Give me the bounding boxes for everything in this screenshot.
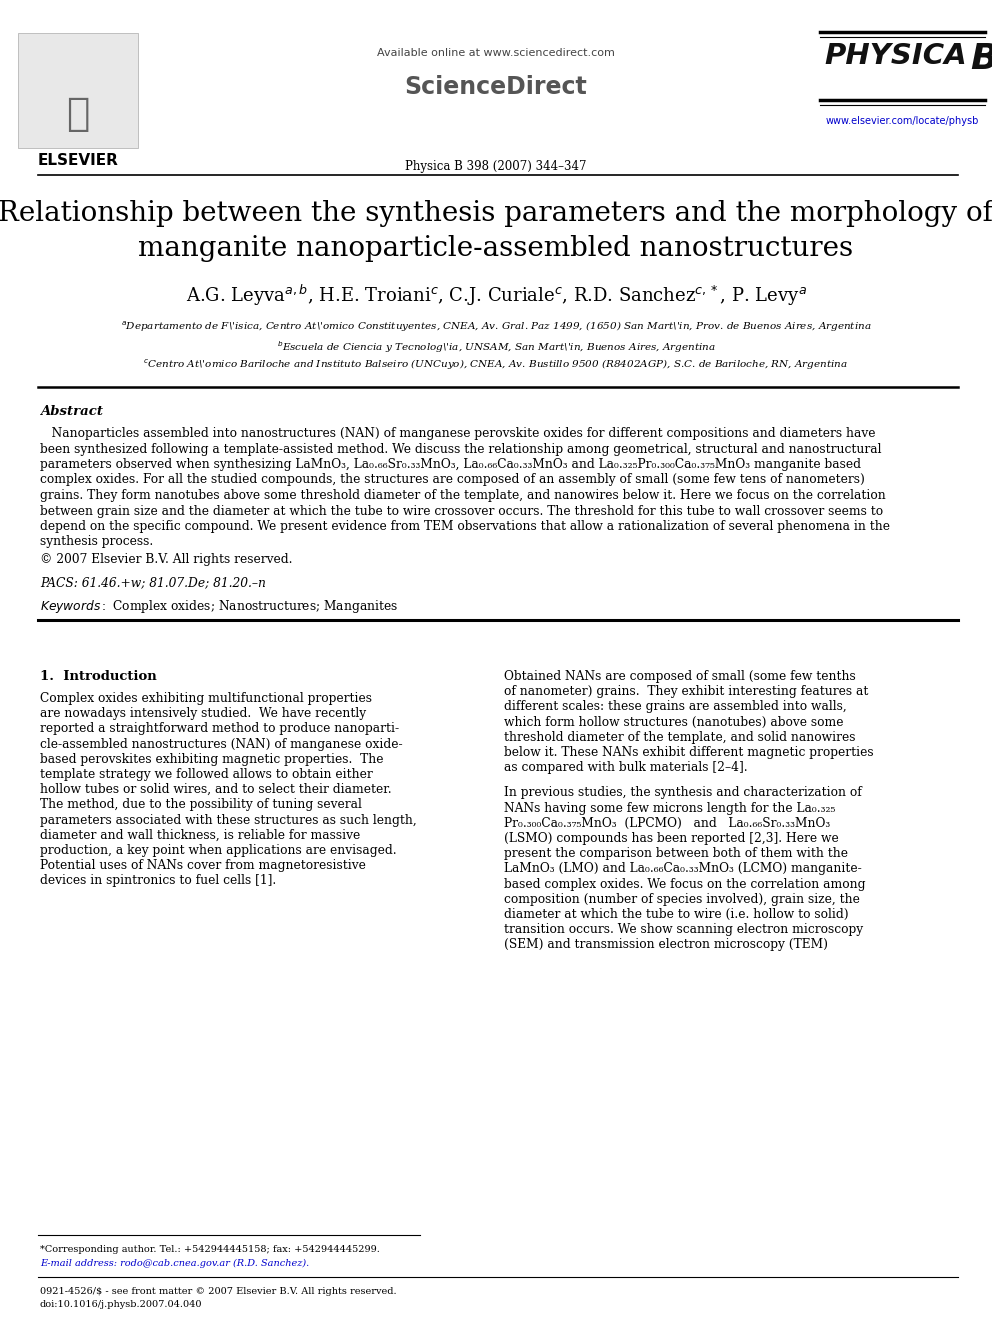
Text: doi:10.1016/j.physb.2007.04.040: doi:10.1016/j.physb.2007.04.040 <box>40 1301 202 1308</box>
Text: Obtained NANs are composed of small (some few tenths: Obtained NANs are composed of small (som… <box>504 669 856 683</box>
Text: $^{b}$Escuela de Ciencia y Tecnolog\'ia, UNSAM, San Mart\'in, Buenos Aires, Arge: $^{b}$Escuela de Ciencia y Tecnolog\'ia,… <box>277 339 715 355</box>
Text: 0921-4526/$ - see front matter © 2007 Elsevier B.V. All rights reserved.: 0921-4526/$ - see front matter © 2007 El… <box>40 1287 397 1297</box>
Text: 🌲: 🌲 <box>66 95 89 134</box>
Text: (SEM) and transmission electron microscopy (TEM): (SEM) and transmission electron microsco… <box>504 938 828 951</box>
Text: diameter and wall thickness, is reliable for massive: diameter and wall thickness, is reliable… <box>40 828 360 841</box>
Text: © 2007 Elsevier B.V. All rights reserved.: © 2007 Elsevier B.V. All rights reserved… <box>40 553 293 566</box>
Text: Abstract: Abstract <box>40 405 103 418</box>
Text: E-mail address: rodo@cab.cnea.gov.ar (R.D. Sanchez).: E-mail address: rodo@cab.cnea.gov.ar (R.… <box>40 1259 310 1269</box>
Text: transition occurs. We show scanning electron microscopy: transition occurs. We show scanning elec… <box>504 923 863 937</box>
Text: reported a straightforward method to produce nanoparti-: reported a straightforward method to pro… <box>40 722 399 736</box>
Text: Potential uses of NANs cover from magnetoresistive: Potential uses of NANs cover from magnet… <box>40 859 366 872</box>
Text: of nanometer) grains.  They exhibit interesting features at: of nanometer) grains. They exhibit inter… <box>504 685 868 699</box>
Text: below it. These NANs exhibit different magnetic properties: below it. These NANs exhibit different m… <box>504 746 874 759</box>
Text: template strategy we followed allows to obtain either: template strategy we followed allows to … <box>40 767 373 781</box>
Text: cle-assembled nanostructures (NAN) of manganese oxide-: cle-assembled nanostructures (NAN) of ma… <box>40 738 403 750</box>
Text: different scales: these grains are assembled into walls,: different scales: these grains are assem… <box>504 700 847 713</box>
Text: manganite nanoparticle-assembled nanostructures: manganite nanoparticle-assembled nanostr… <box>139 235 853 262</box>
Text: The method, due to the possibility of tuning several: The method, due to the possibility of tu… <box>40 798 362 811</box>
Text: LaMnO₃ (LMO) and La₀.₆₆Ca₀.₃₃MnO₃ (LCMO) manganite-: LaMnO₃ (LMO) and La₀.₆₆Ca₀.₃₃MnO₃ (LCMO)… <box>504 863 862 876</box>
Text: synthesis process.: synthesis process. <box>40 536 153 549</box>
Text: 1.  Introduction: 1. Introduction <box>40 669 157 683</box>
Text: ELSEVIER: ELSEVIER <box>38 153 118 168</box>
Text: based perovskites exhibiting magnetic properties.  The: based perovskites exhibiting magnetic pr… <box>40 753 384 766</box>
Text: A.G. Leyva$^{a,b}$, H.E. Troiani$^{c}$, C.J. Curiale$^{c}$, R.D. Sanchez$^{c,*}$: A.G. Leyva$^{a,b}$, H.E. Troiani$^{c}$, … <box>186 283 806 308</box>
Text: PHYSICA: PHYSICA <box>824 42 966 70</box>
Text: $\it{Keywords:}$ Complex oxides; Nanostructures; Manganites: $\it{Keywords:}$ Complex oxides; Nanostr… <box>40 598 398 615</box>
Text: $^{a}$Departamento de F\'isica, Centro At\'omico Constituyentes, CNEA, Av. Gral.: $^{a}$Departamento de F\'isica, Centro A… <box>121 320 871 335</box>
Text: diameter at which the tube to wire (i.e. hollow to solid): diameter at which the tube to wire (i.e.… <box>504 908 848 921</box>
Text: composition (number of species involved), grain size, the: composition (number of species involved)… <box>504 893 860 906</box>
Text: Nanoparticles assembled into nanostructures (NAN) of manganese perovskite oxides: Nanoparticles assembled into nanostructu… <box>40 427 876 441</box>
Text: B: B <box>970 42 992 75</box>
Text: Pr₀.₃₀₀Ca₀.₃₇₅MnO₃  (LPCMO)   and   La₀.₆₆Sr₀.₃₃MnO₃: Pr₀.₃₀₀Ca₀.₃₇₅MnO₃ (LPCMO) and La₀.₆₆Sr₀… <box>504 816 830 830</box>
Text: been synthesized following a template-assisted method. We discuss the relationsh: been synthesized following a template-as… <box>40 442 882 455</box>
Text: hollow tubes or solid wires, and to select their diameter.: hollow tubes or solid wires, and to sele… <box>40 783 392 796</box>
Text: devices in spintronics to fuel cells [1].: devices in spintronics to fuel cells [1]… <box>40 875 276 888</box>
Text: which form hollow structures (nanotubes) above some: which form hollow structures (nanotubes)… <box>504 716 843 729</box>
Text: NANs having some few microns length for the La₀.₃₂₅: NANs having some few microns length for … <box>504 802 835 815</box>
Text: Complex oxides exhibiting multifunctional properties: Complex oxides exhibiting multifunctiona… <box>40 692 372 705</box>
Text: *Corresponding author. Tel.: +542944445158; fax: +542944445299.: *Corresponding author. Tel.: +5429444451… <box>40 1245 380 1254</box>
Text: grains. They form nanotubes above some threshold diameter of the template, and n: grains. They form nanotubes above some t… <box>40 490 886 501</box>
Text: as compared with bulk materials [2–4].: as compared with bulk materials [2–4]. <box>504 761 748 774</box>
Text: parameters associated with these structures as such length,: parameters associated with these structu… <box>40 814 417 827</box>
Text: PACS: 61.46.+w; 81.07.De; 81.20.–n: PACS: 61.46.+w; 81.07.De; 81.20.–n <box>40 576 266 589</box>
Text: threshold diameter of the template, and solid nanowires: threshold diameter of the template, and … <box>504 730 855 744</box>
Text: based complex oxides. We focus on the correlation among: based complex oxides. We focus on the co… <box>504 877 865 890</box>
Text: depend on the specific compound. We present evidence from TEM observations that : depend on the specific compound. We pres… <box>40 520 890 533</box>
Text: parameters observed when synthesizing LaMnO₃, La₀.₆₆Sr₀.₃₃MnO₃, La₀.₆₆Ca₀.₃₃MnO₃: parameters observed when synthesizing La… <box>40 458 861 471</box>
Text: production, a key point when applications are envisaged.: production, a key point when application… <box>40 844 397 857</box>
Text: Physica B 398 (2007) 344–347: Physica B 398 (2007) 344–347 <box>406 160 586 173</box>
Text: present the comparison between both of them with the: present the comparison between both of t… <box>504 847 848 860</box>
Text: complex oxides. For all the studied compounds, the structures are composed of an: complex oxides. For all the studied comp… <box>40 474 865 487</box>
Text: (LSMO) compounds has been reported [2,3]. Here we: (LSMO) compounds has been reported [2,3]… <box>504 832 839 845</box>
Bar <box>18 33 138 148</box>
Text: $^{c}$Centro At\'omico Bariloche and Instituto Balseiro (UNCuyo), CNEA, Av. Bust: $^{c}$Centro At\'omico Bariloche and Ins… <box>144 359 848 372</box>
Text: ScienceDirect: ScienceDirect <box>405 75 587 99</box>
Text: In previous studies, the synthesis and characterization of: In previous studies, the synthesis and c… <box>504 786 862 799</box>
Text: Relationship between the synthesis parameters and the morphology of: Relationship between the synthesis param… <box>0 200 992 228</box>
Text: www.elsevier.com/locate/physb: www.elsevier.com/locate/physb <box>825 116 979 126</box>
Text: are nowadays intensively studied.  We have recently: are nowadays intensively studied. We hav… <box>40 708 366 720</box>
Text: between grain size and the diameter at which the tube to wire crossover occurs. : between grain size and the diameter at w… <box>40 504 883 517</box>
Text: Available online at www.sciencedirect.com: Available online at www.sciencedirect.co… <box>377 48 615 58</box>
